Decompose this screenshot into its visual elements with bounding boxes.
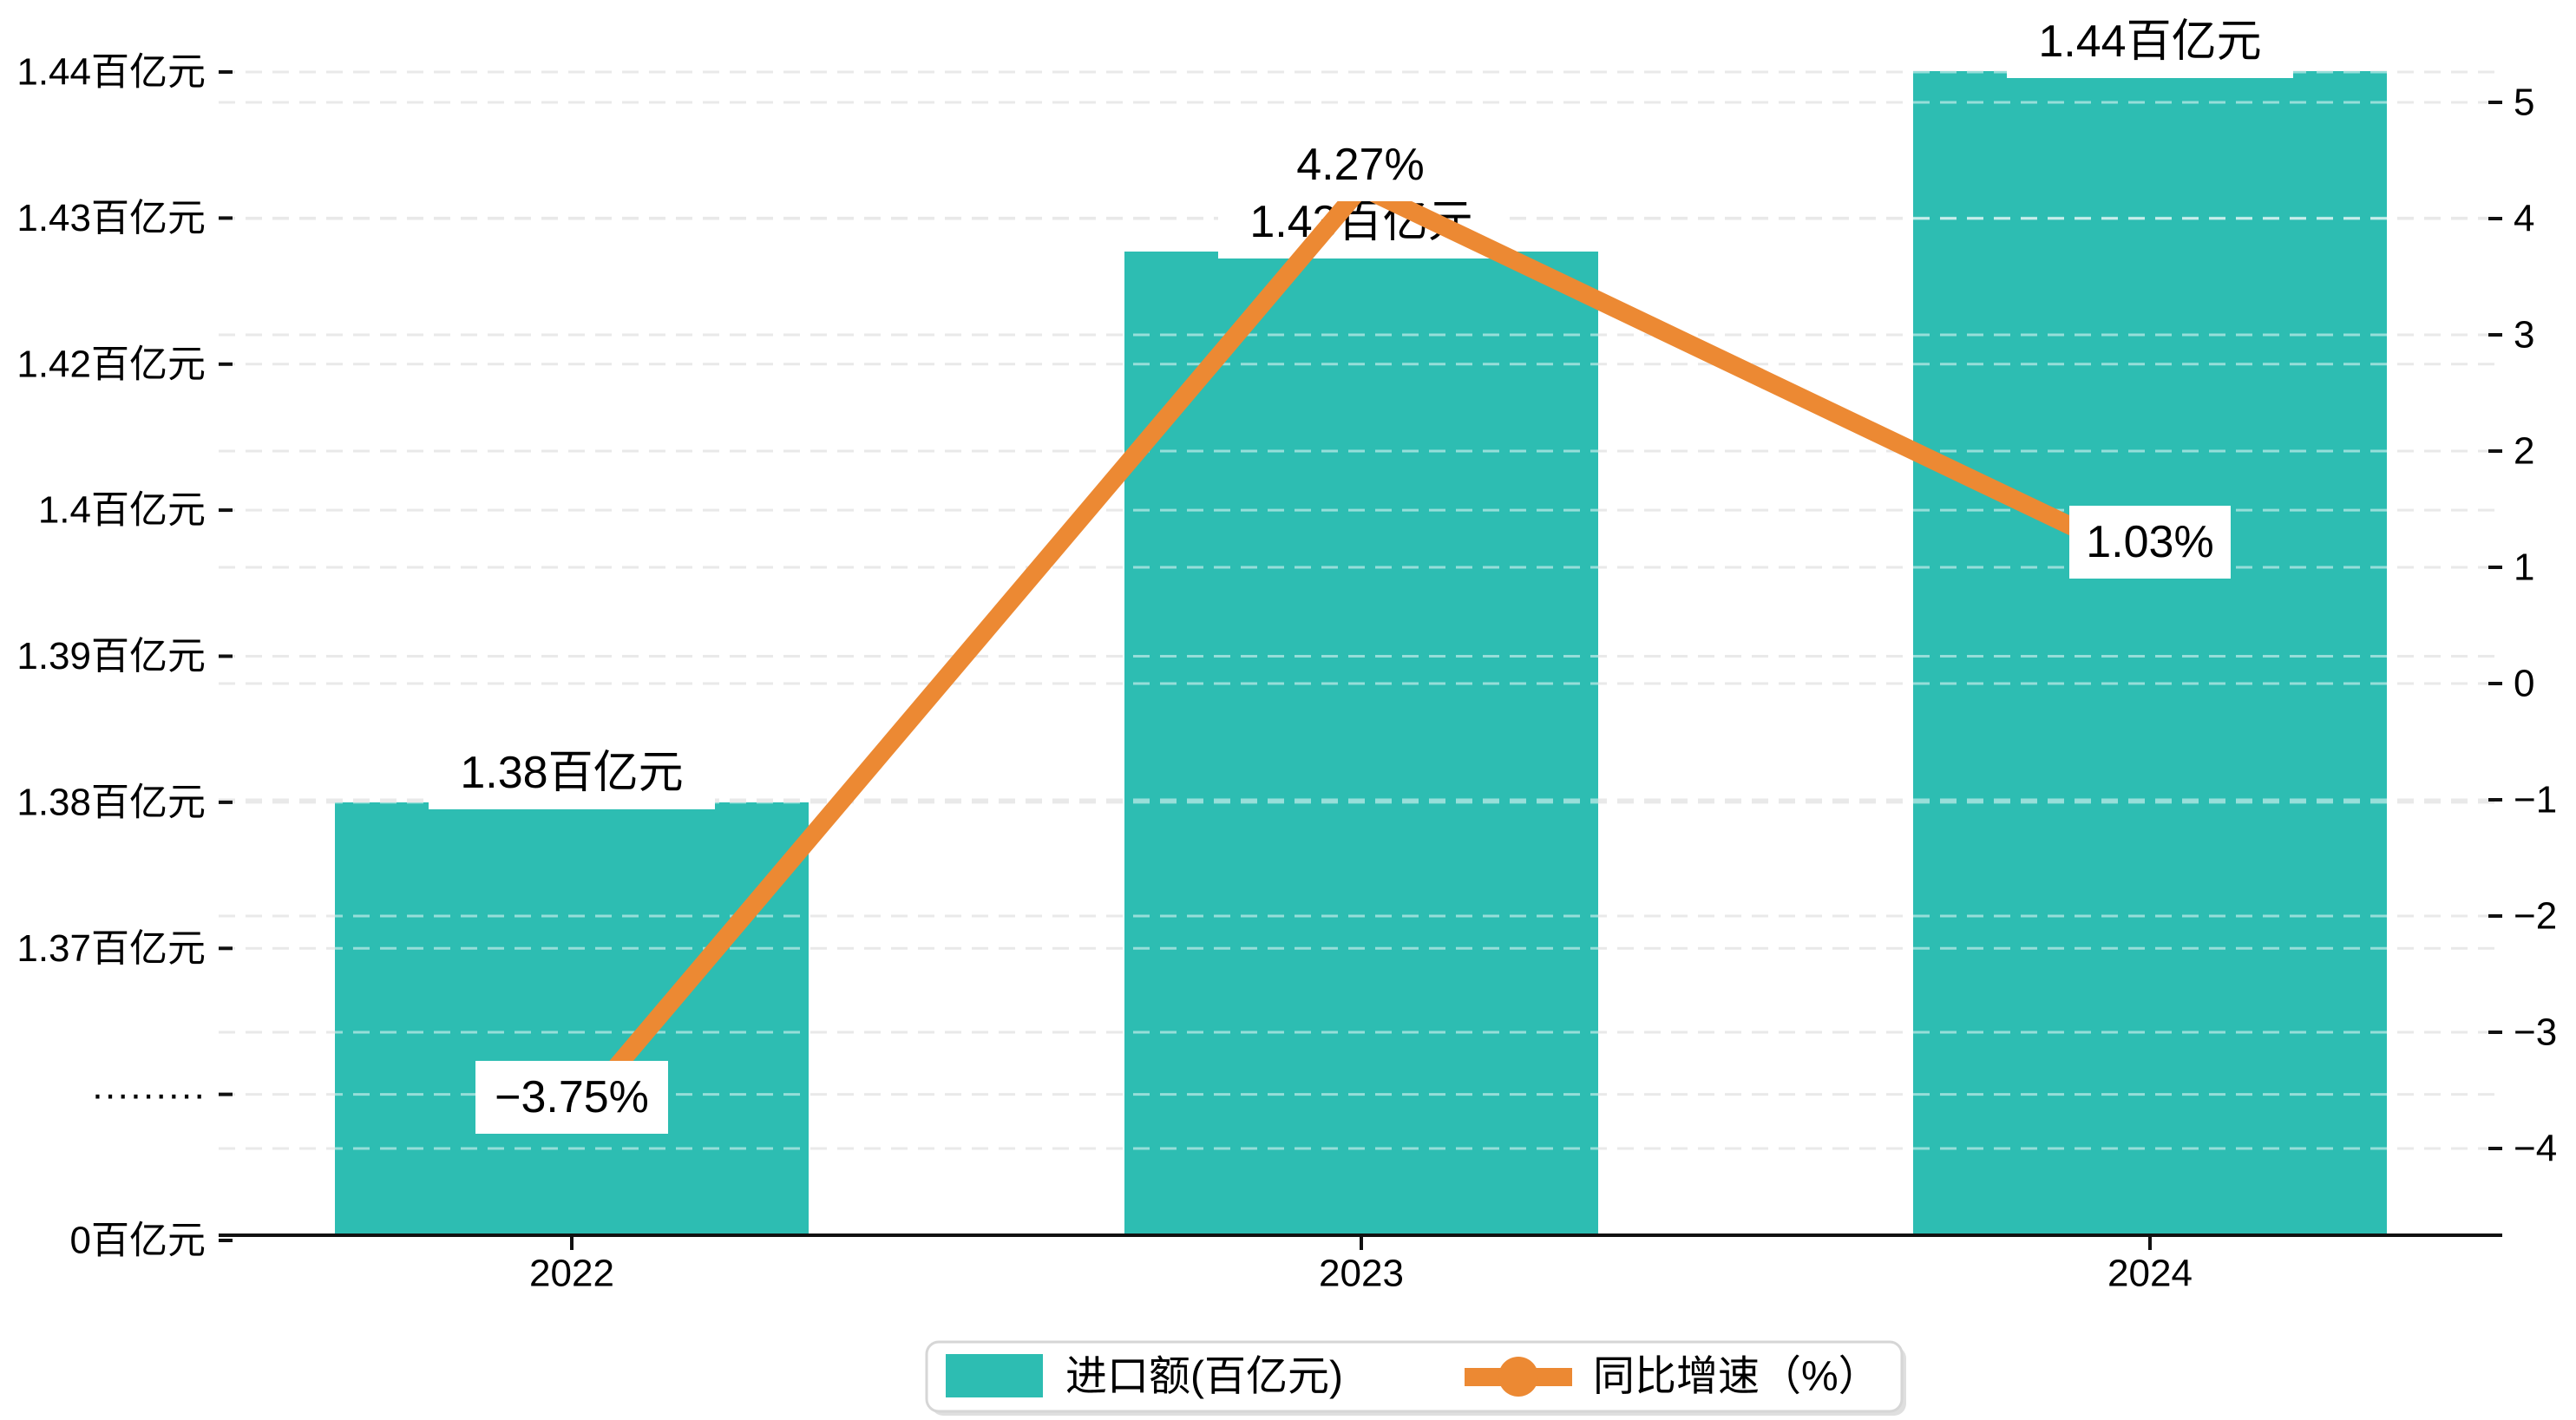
line-value-label-box xyxy=(1277,128,1444,201)
left-axis-tick-label: 1.43百亿元 xyxy=(16,197,206,239)
x-axis-category-label: 2024 xyxy=(2107,1253,2193,1295)
line-value-label: 4.27% xyxy=(1296,140,1424,190)
right-axis-tick-label: 4 xyxy=(2514,198,2534,240)
bar-value-label: 1.38百亿元 xyxy=(460,748,683,798)
right-axis-tick-label: 2 xyxy=(2514,430,2534,473)
right-axis-tick-label: 5 xyxy=(2514,82,2534,124)
x-axis-category-label: 2023 xyxy=(1319,1253,1404,1295)
legend-label-imports: 进口额(百亿元) xyxy=(1065,1354,1343,1400)
left-axis-tick-label: 1.42百亿元 xyxy=(16,343,206,385)
bar-series-layer xyxy=(335,71,2387,1235)
left-axis-tick-label: 1.4百亿元 xyxy=(38,489,206,532)
right-axis-tick-label: −4 xyxy=(2514,1128,2557,1170)
right-axis-tick-label: −2 xyxy=(2514,895,2557,938)
left-axis-tick-label: 1.38百亿元 xyxy=(16,781,206,823)
bar-2024 xyxy=(1913,71,2387,1235)
right-axis-tick-label: −3 xyxy=(2514,1011,2557,1054)
bar-value-label-box xyxy=(429,736,715,809)
x-axis-category-label: 2022 xyxy=(529,1253,614,1295)
bar-value-label: 1.44百亿元 xyxy=(2038,16,2261,67)
legend-line-dot xyxy=(1498,1357,1538,1397)
right-axis-tick-label: 3 xyxy=(2514,314,2534,357)
bar-2022 xyxy=(335,802,809,1235)
left-axis-tick-label: 1.44百亿元 xyxy=(16,51,206,94)
axes-layer: 1.44百亿元 1.43百亿元 1.42百亿元 1.4百亿元 1.39百亿元 1.38百亿… xyxy=(16,51,2557,1295)
line-value-label: 1.03% xyxy=(2086,517,2213,567)
legend-box xyxy=(925,1340,1904,1413)
left-axis-tick-label: 1.37百亿元 xyxy=(16,927,206,970)
left-axis-break-label: ········· xyxy=(91,1073,206,1116)
line-value-label-box xyxy=(475,1061,668,1134)
right-axis-tick-label: 0 xyxy=(2514,663,2534,705)
right-axis-tick-label: −1 xyxy=(2514,779,2557,821)
line-value-label-box xyxy=(2069,506,2231,579)
legend-bar-swatch xyxy=(946,1354,1043,1397)
left-axis-tick-label: 1.39百亿元 xyxy=(16,635,206,677)
line-value-labels-layer: −3.75% 4.27% 1.03% xyxy=(475,128,2231,1134)
bar-2023 xyxy=(1124,252,1598,1235)
legend: 进口额(百亿元) 同比增速（%） xyxy=(925,1340,1906,1416)
line-value-label: −3.75% xyxy=(495,1072,649,1122)
right-axis-tick-label: 1 xyxy=(2514,546,2534,589)
legend-label-growth: 同比增速（%） xyxy=(1593,1354,1880,1400)
left-axis-tick-label: 0百亿元 xyxy=(70,1220,206,1262)
bar-value-label-box xyxy=(2007,5,2293,78)
